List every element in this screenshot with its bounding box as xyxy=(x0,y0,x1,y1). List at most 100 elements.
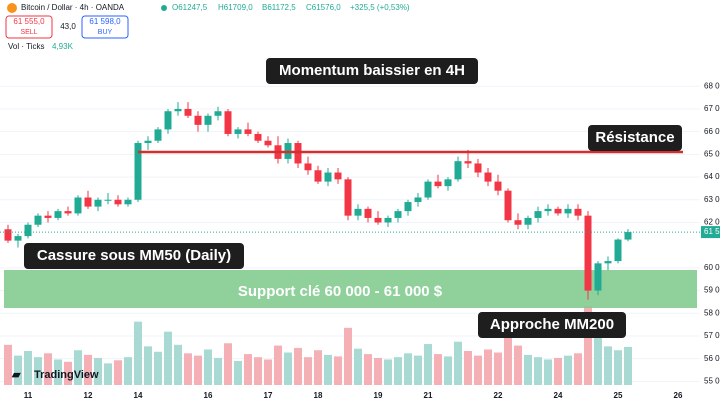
candle-body xyxy=(394,211,402,218)
x-tick-label: 25 xyxy=(614,391,623,400)
candle-body xyxy=(404,202,412,212)
candle-body xyxy=(234,129,242,134)
volume-bar xyxy=(244,354,252,385)
candle-body xyxy=(304,163,312,171)
volume-bar xyxy=(524,354,532,385)
y-tick-label: 59 000 xyxy=(704,286,720,295)
x-tick-label: 21 xyxy=(424,391,433,400)
ohlc-high: H61709,0 xyxy=(218,3,253,12)
candle-body xyxy=(384,217,392,223)
y-tick-label: 63 000 xyxy=(704,195,720,204)
volume-bar xyxy=(494,352,502,385)
volume-bar xyxy=(394,357,402,385)
buy-button[interactable] xyxy=(81,15,129,39)
volume-bar xyxy=(34,357,42,385)
sell-price[interactable]: 61 555,0 xyxy=(13,17,45,26)
volume-bar xyxy=(104,363,112,385)
annotation: Momentum baissier en 4H xyxy=(279,62,465,79)
x-tick-label: 26 xyxy=(674,391,683,400)
x-tick-label: 22 xyxy=(494,391,503,400)
candle-body xyxy=(414,197,422,203)
annotation-box xyxy=(588,125,682,151)
candle-body xyxy=(104,199,112,201)
volume-bar xyxy=(294,347,302,385)
candle-body xyxy=(514,220,522,225)
volume-bar xyxy=(344,327,352,385)
candle-body xyxy=(64,211,72,214)
volume-bar xyxy=(184,353,192,385)
y-tick-label: 58 000 xyxy=(704,308,720,317)
candle-body xyxy=(214,111,222,116)
volume-bar xyxy=(64,361,72,385)
candle-body xyxy=(374,217,382,223)
logo: TradingView xyxy=(34,369,99,381)
symbol: Bitcoin / Dollar · 4h · OANDA xyxy=(21,3,125,12)
annotation-box xyxy=(266,58,478,84)
candle-body xyxy=(464,161,472,164)
volume-bar xyxy=(474,355,482,385)
candle-body xyxy=(174,108,182,112)
candle-body xyxy=(24,224,32,237)
candle-body xyxy=(154,129,162,141)
y-tick-label: 57 000 xyxy=(704,331,720,340)
annotation-box xyxy=(24,243,244,269)
volume-bar xyxy=(124,357,132,385)
sell-button[interactable] xyxy=(5,15,53,39)
volume-bar xyxy=(544,359,552,385)
volume-bar xyxy=(554,357,562,385)
logo-mark: ▰ xyxy=(11,369,21,381)
price-tag-label: 61 576,0 xyxy=(704,227,720,236)
y-tick-label: 56 000 xyxy=(704,354,720,363)
volume-bar xyxy=(164,331,172,385)
candle-body xyxy=(474,163,482,173)
y-tick-label: 65 000 xyxy=(704,149,720,158)
x-tick-label: 12 xyxy=(84,391,93,400)
candle-body xyxy=(4,229,12,241)
price-scale xyxy=(700,0,720,395)
candle-body xyxy=(534,211,542,218)
y-tick-label: 66 000 xyxy=(704,127,720,136)
candle-body xyxy=(434,181,442,187)
volume-bar xyxy=(324,354,332,385)
candle-body xyxy=(614,239,622,262)
candle-body xyxy=(364,208,372,218)
volume-bar xyxy=(274,345,282,385)
sell-label[interactable]: SELL xyxy=(20,29,37,36)
volume-bar xyxy=(14,355,22,385)
buy-price[interactable]: 61 598,0 xyxy=(89,17,121,26)
volume-bar xyxy=(4,344,12,385)
volume-bar xyxy=(574,353,582,385)
candle-body xyxy=(164,111,172,130)
volume-bar xyxy=(364,354,372,385)
x-tick-label: 17 xyxy=(264,391,273,400)
spread: 43,0 xyxy=(60,22,76,31)
volume-bar xyxy=(284,352,292,385)
candle-body xyxy=(184,108,192,116)
volume-bar xyxy=(224,343,232,385)
candle-body xyxy=(334,172,342,180)
volume-bar xyxy=(304,357,312,385)
candle-body xyxy=(264,140,272,146)
y-tick-label: 60 000 xyxy=(704,263,720,272)
volume-bar xyxy=(384,359,392,385)
buy-label[interactable]: BUY xyxy=(98,29,113,36)
volume-bar xyxy=(174,344,182,385)
x-tick-label: 11 xyxy=(24,391,33,400)
support-zone xyxy=(4,270,697,308)
candle-body xyxy=(124,199,132,205)
candle-body xyxy=(84,197,92,207)
candle-body xyxy=(554,208,562,214)
volume-layer xyxy=(4,306,632,385)
volume-bar xyxy=(614,350,622,385)
y-tick-label: 55 000 xyxy=(704,376,720,385)
candle-body xyxy=(114,199,122,205)
volume-bar xyxy=(134,321,142,385)
volume-bar xyxy=(504,331,512,385)
volume-bar xyxy=(584,306,592,385)
candle-body xyxy=(204,115,212,125)
volume-bar xyxy=(564,355,572,385)
volume-bar xyxy=(354,348,362,385)
annotation-box xyxy=(478,312,626,338)
volume-bar xyxy=(144,346,152,385)
